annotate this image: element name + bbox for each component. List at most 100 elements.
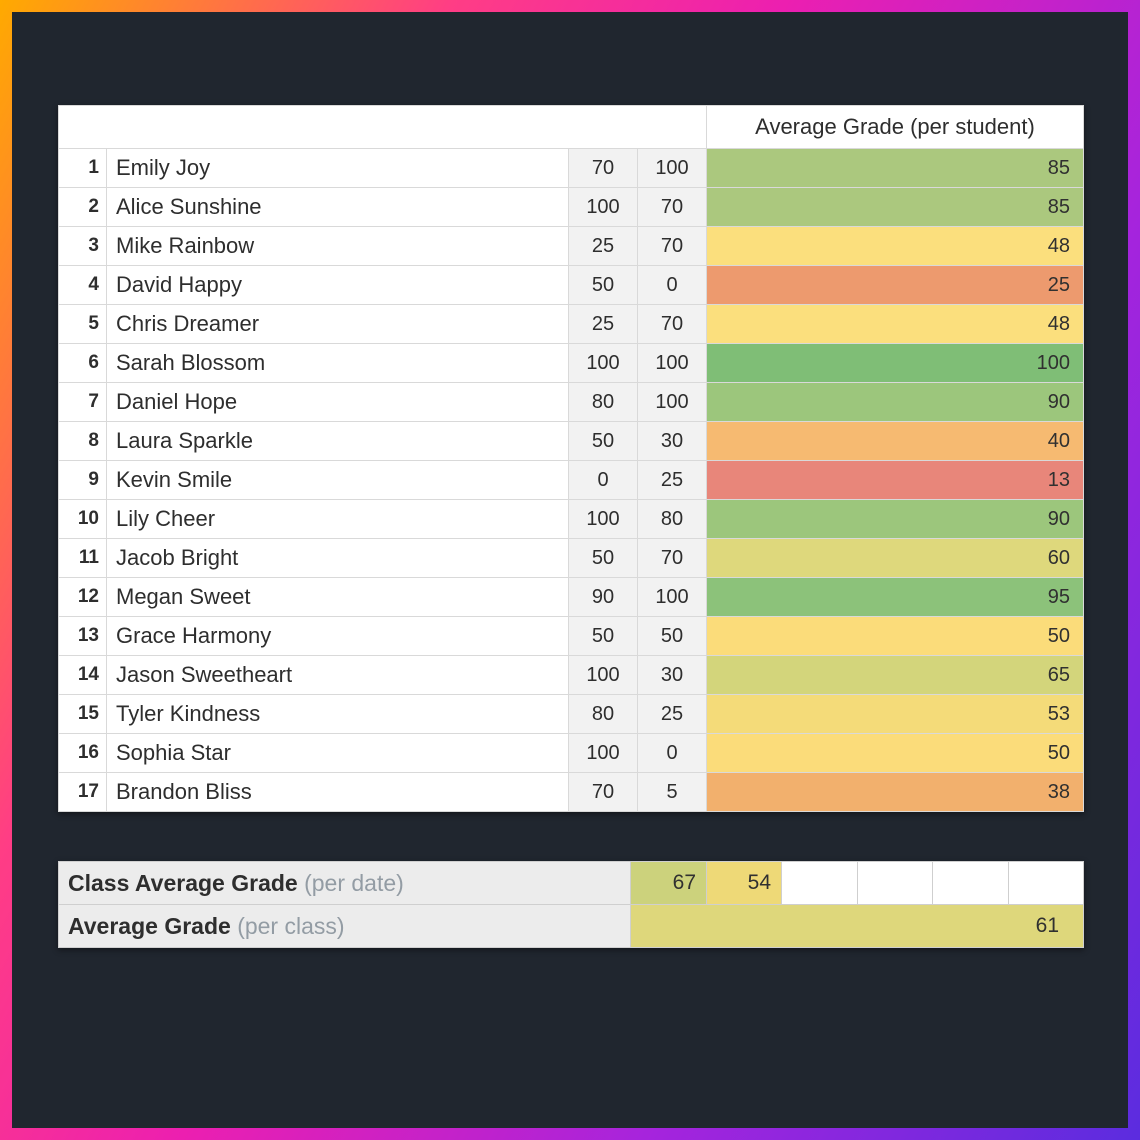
- average-grade-cell[interactable]: 48: [706, 226, 1084, 266]
- grade2-cell[interactable]: 100: [637, 382, 707, 422]
- grade2-cell[interactable]: 80: [637, 499, 707, 539]
- grade1-cell[interactable]: 80: [568, 382, 638, 422]
- grade1-cell[interactable]: 25: [568, 304, 638, 344]
- average-grade-cell[interactable]: 100: [706, 343, 1084, 383]
- row-number[interactable]: 8: [58, 421, 107, 461]
- student-name-cell[interactable]: Daniel Hope: [106, 382, 569, 422]
- average-grade-cell[interactable]: 40: [706, 421, 1084, 461]
- student-name-cell[interactable]: Sophia Star: [106, 733, 569, 773]
- average-grade-cell[interactable]: 50: [706, 616, 1084, 656]
- average-grade-cell[interactable]: 50: [706, 733, 1084, 773]
- row-number[interactable]: 12: [58, 577, 107, 617]
- student-name-cell[interactable]: Jason Sweetheart: [106, 655, 569, 695]
- row-number[interactable]: 10: [58, 499, 107, 539]
- student-name-cell[interactable]: Emily Joy: [106, 148, 569, 188]
- table-row: 17 Brandon Bliss 70 5 38: [58, 772, 1084, 812]
- grade2-cell[interactable]: 70: [637, 226, 707, 266]
- grade1-cell[interactable]: 100: [568, 733, 638, 773]
- grade1-cell[interactable]: 90: [568, 577, 638, 617]
- grade2-cell[interactable]: 0: [637, 733, 707, 773]
- student-name-cell[interactable]: Lily Cheer: [106, 499, 569, 539]
- row-number[interactable]: 11: [58, 538, 107, 578]
- grade1-cell[interactable]: 70: [568, 148, 638, 188]
- grade2-cell[interactable]: 0: [637, 265, 707, 305]
- student-name-cell[interactable]: Chris Dreamer: [106, 304, 569, 344]
- empty-cell[interactable]: [857, 861, 933, 905]
- student-name-cell[interactable]: Laura Sparkle: [106, 421, 569, 461]
- grade1-cell[interactable]: 0: [568, 460, 638, 500]
- empty-cell[interactable]: [781, 861, 858, 905]
- grade2-cell[interactable]: 70: [637, 304, 707, 344]
- overall-average-value[interactable]: 61: [630, 904, 1084, 948]
- grade1-cell[interactable]: 80: [568, 694, 638, 734]
- grade1-cell[interactable]: 100: [568, 343, 638, 383]
- grade2-cell[interactable]: 30: [637, 421, 707, 461]
- overall-average-label-cell[interactable]: Average Grade (per class): [58, 904, 631, 948]
- student-name-cell[interactable]: Kevin Smile: [106, 460, 569, 500]
- student-name-cell[interactable]: Grace Harmony: [106, 616, 569, 656]
- grade1-cell[interactable]: 100: [568, 499, 638, 539]
- average-grade-cell[interactable]: 85: [706, 148, 1084, 188]
- grade2-cell[interactable]: 100: [637, 343, 707, 383]
- student-name-cell[interactable]: Alice Sunshine: [106, 187, 569, 227]
- student-name-cell[interactable]: Megan Sweet: [106, 577, 569, 617]
- grade2-cell[interactable]: 30: [637, 655, 707, 695]
- empty-cell[interactable]: [932, 861, 1009, 905]
- grade1-cell[interactable]: 50: [568, 265, 638, 305]
- average-grade-cell[interactable]: 60: [706, 538, 1084, 578]
- empty-cell[interactable]: [1008, 861, 1084, 905]
- grade2-cell[interactable]: 100: [637, 577, 707, 617]
- student-name-cell[interactable]: Tyler Kindness: [106, 694, 569, 734]
- student-name-cell[interactable]: Sarah Blossom: [106, 343, 569, 383]
- row-number[interactable]: 13: [58, 616, 107, 656]
- average-grade-cell[interactable]: 85: [706, 187, 1084, 227]
- average-grade-cell[interactable]: 25: [706, 265, 1084, 305]
- grade2-cell[interactable]: 100: [637, 148, 707, 188]
- student-name-cell[interactable]: Mike Rainbow: [106, 226, 569, 266]
- grade1-cell[interactable]: 50: [568, 421, 638, 461]
- student-name-cell[interactable]: Jacob Bright: [106, 538, 569, 578]
- table-row: 1 Emily Joy 70 100 85: [58, 148, 1084, 188]
- grades-table-container: Average Grade (per student) 1 Emily Joy …: [58, 105, 1084, 812]
- average-grade-cell[interactable]: 90: [706, 499, 1084, 539]
- average-grade-cell[interactable]: 38: [706, 772, 1084, 812]
- student-name-cell[interactable]: David Happy: [106, 265, 569, 305]
- grade1-cell[interactable]: 100: [568, 655, 638, 695]
- row-number[interactable]: 15: [58, 694, 107, 734]
- grade2-cell[interactable]: 50: [637, 616, 707, 656]
- row-number[interactable]: 2: [58, 187, 107, 227]
- average-grade-header[interactable]: Average Grade (per student): [706, 105, 1084, 149]
- grade2-cell[interactable]: 5: [637, 772, 707, 812]
- grade1-cell[interactable]: 70: [568, 772, 638, 812]
- class-average-value-1[interactable]: 67: [630, 861, 707, 905]
- grade2-cell[interactable]: 25: [637, 460, 707, 500]
- row-number[interactable]: 17: [58, 772, 107, 812]
- summary-table: Class Average Grade (per date) 67 54 Ave…: [58, 861, 1084, 948]
- row-number[interactable]: 9: [58, 460, 107, 500]
- grade1-cell[interactable]: 50: [568, 538, 638, 578]
- grade2-cell[interactable]: 70: [637, 187, 707, 227]
- row-number[interactable]: 3: [58, 226, 107, 266]
- class-average-label-cell[interactable]: Class Average Grade (per date): [58, 861, 631, 905]
- average-grade-cell[interactable]: 65: [706, 655, 1084, 695]
- average-grade-cell[interactable]: 95: [706, 577, 1084, 617]
- grade2-cell[interactable]: 70: [637, 538, 707, 578]
- row-number[interactable]: 5: [58, 304, 107, 344]
- grade1-cell[interactable]: 100: [568, 187, 638, 227]
- row-number[interactable]: 6: [58, 343, 107, 383]
- row-number[interactable]: 7: [58, 382, 107, 422]
- average-grade-cell[interactable]: 48: [706, 304, 1084, 344]
- row-number[interactable]: 4: [58, 265, 107, 305]
- grade1-cell[interactable]: 25: [568, 226, 638, 266]
- row-number[interactable]: 1: [58, 148, 107, 188]
- class-average-value-2[interactable]: 54: [706, 861, 782, 905]
- average-grade-cell[interactable]: 90: [706, 382, 1084, 422]
- table-row: 10 Lily Cheer 100 80 90: [58, 499, 1084, 539]
- average-grade-cell[interactable]: 53: [706, 694, 1084, 734]
- grade2-cell[interactable]: 25: [637, 694, 707, 734]
- average-grade-cell[interactable]: 13: [706, 460, 1084, 500]
- row-number[interactable]: 14: [58, 655, 107, 695]
- grade1-cell[interactable]: 50: [568, 616, 638, 656]
- row-number[interactable]: 16: [58, 733, 107, 773]
- student-name-cell[interactable]: Brandon Bliss: [106, 772, 569, 812]
